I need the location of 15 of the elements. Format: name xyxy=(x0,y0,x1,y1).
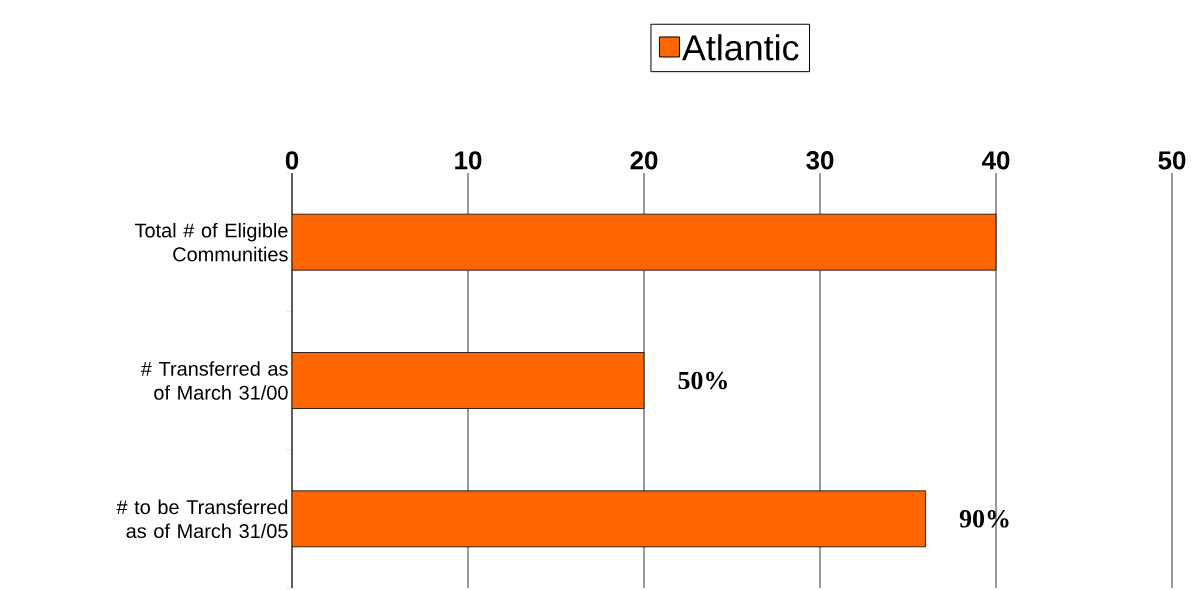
bar xyxy=(292,213,997,271)
y-tick-label: # to be Transferred as of March 31/05 xyxy=(116,499,288,539)
y-tick-label: Total # of Eligible Communities xyxy=(134,222,288,262)
y-tick-label: # Transferred as of March 31/00 xyxy=(140,361,288,400)
legend-label: Atlantic xyxy=(682,34,799,61)
x-tick-label: 30 xyxy=(806,151,834,170)
bar xyxy=(292,490,926,548)
x-tick-label: 0 xyxy=(285,151,299,170)
x-tick-label: 50 xyxy=(1158,151,1186,170)
annotation: 90% xyxy=(959,510,1009,528)
x-tick-label: 10 xyxy=(455,151,482,170)
x-tick-label: 40 xyxy=(981,151,1010,170)
x-tick-label: 20 xyxy=(630,151,658,170)
bar xyxy=(292,352,645,409)
annotation: 50% xyxy=(678,371,727,390)
